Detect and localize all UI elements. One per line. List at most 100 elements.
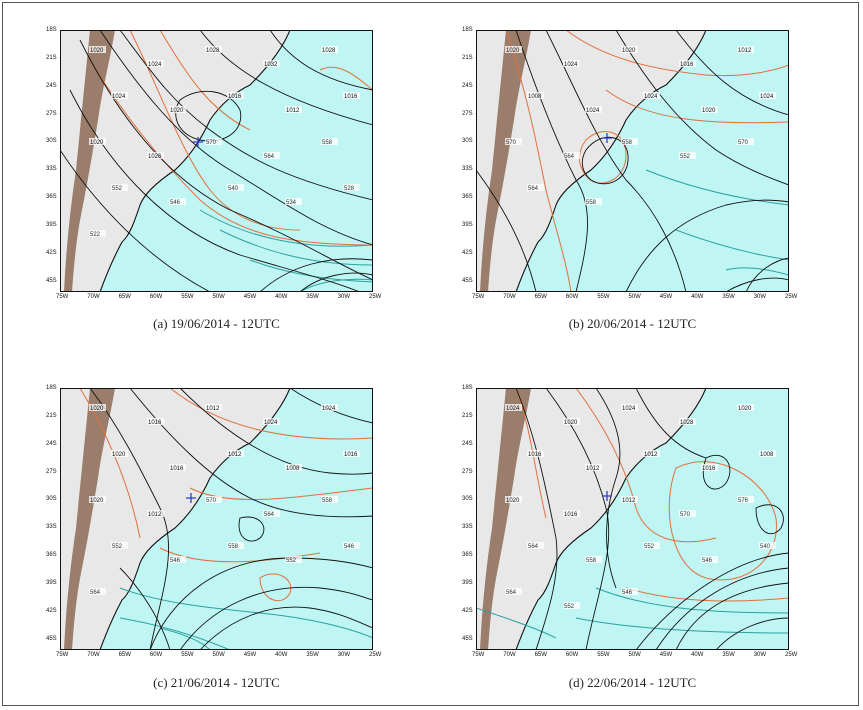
lon-tick-label: 70W [503,652,516,658]
isobar [119,30,373,201]
lon-tick-label: 35W [306,294,319,300]
lon-tick-label: 45W [243,294,257,300]
lat-tick-label: 33S [46,166,57,173]
contour-label: 1012 [148,512,162,518]
contour-label: 558 [322,140,333,146]
isobar [675,582,789,650]
contour-label: 1024 [148,62,162,68]
contour-label: 1024 [644,94,658,100]
contour-label: 1012 [586,466,600,472]
contour-label: 1012 [644,452,658,458]
andes-relief [64,388,115,650]
lon-tick-label: 50W [628,652,641,658]
thickness-contour [625,587,789,602]
contour-label: 552 [112,544,123,550]
map-panel-a: 1020 1024 1028 1032 1028 1024 1020 1016 1012 1016… [60,30,373,292]
lon-tick-label: 65W [534,294,547,300]
contour-label: 1020 [90,498,104,504]
lat-tick-label: 30S [46,496,57,503]
contour-label: 1012 [738,48,752,54]
andes-relief [64,30,115,292]
thickness-contour [259,573,292,602]
contour-label: 570 [738,140,749,146]
isobar [119,567,171,650]
lon-tick-label: 40W [691,652,704,658]
location-marker-icon [193,137,203,147]
thickness-contour [565,30,789,77]
lat-tick-label: 18S [462,27,473,33]
coastline [515,388,707,650]
contour-label: 1012 [206,406,220,412]
lon-tick-label: 35W [306,652,319,658]
lat-tick-label: 18S [462,385,473,391]
contour-label: 540 [228,186,239,192]
lat-tick-label: 30S [462,496,473,503]
contour-label: 1028 [206,48,220,54]
contour-label: 1016 [170,466,184,472]
isobar [199,606,373,650]
map-border [476,388,789,650]
location-marker-icon [602,133,612,143]
isobar [615,30,789,186]
lat-tick-label: 18S [46,27,57,33]
thickness-contour [575,617,789,634]
thickness-contour [299,278,373,292]
lat-tick-label: 24S [46,82,57,89]
lon-tick-label: 25W [369,294,382,300]
lat-tick-label: 24S [462,82,473,89]
isobar [515,30,588,292]
lat-tick-label: 27S [46,110,57,117]
contour-label: 1012 [228,452,242,458]
contour-label: 1028 [322,48,336,54]
isobar [129,388,373,518]
lat-tick-label: 21S [46,412,57,419]
lon-tick-label: 75W [472,652,485,658]
lat-tick-label: 39S [462,222,473,229]
coastline [99,388,291,650]
lat-tick-label: 27S [462,110,473,117]
contour-label: 564 [264,512,275,518]
contour-label: 546 [170,558,181,564]
lat-tick-label: 39S [462,580,473,587]
lon-tick-label: 60W [149,294,163,300]
contour-label: 1016 [344,452,358,458]
contour-label: 1024 [264,420,278,426]
thickness-contour [668,461,777,581]
contour-label: 1020 [170,108,184,114]
lon-tick-label: 75W [56,294,69,300]
lat-tick-label: 45S [462,635,473,642]
isobar [725,277,789,292]
contour-label: 1024 [564,62,578,68]
lon-tick-label: 45W [659,294,673,300]
isobar [289,388,373,424]
thickness-contour [575,388,717,543]
contour-label: 1020 [564,420,578,426]
contour-label: 1012 [286,108,300,114]
andes-relief [480,30,531,292]
contour-label: 546 [344,544,355,550]
lon-tick-label: 35W [722,652,735,658]
contour-label: 1024 [112,94,126,100]
contour-label: 1026 [148,154,162,160]
lat-tick-label: 21S [46,54,57,61]
lat-tick-label: 18S [46,385,57,391]
isobar [635,388,707,459]
contour-label: 528 [344,186,355,192]
lat-tick-label: 24S [462,440,473,447]
thickness-contour [319,66,373,91]
map-panel-d: 1024 1020 1024 1028 1020 1016 1012 1012 1016 1008… [476,388,789,650]
isobar [199,30,373,126]
contour-label: 1020 [90,406,104,412]
lat-tick-label: 21S [462,54,473,61]
isobar [675,30,789,116]
thickness-contour [119,617,231,650]
lon-tick-label: 35W [722,294,735,300]
isobar [69,89,361,292]
contour-label: 1020 [738,406,752,412]
coastline [99,30,291,292]
contour-label: 570 [206,140,217,146]
lon-tick-label: 45W [659,652,673,658]
thickness-contour [476,607,557,639]
contour-label: 558 [586,558,597,564]
lat-tick-label: 39S [46,580,57,587]
